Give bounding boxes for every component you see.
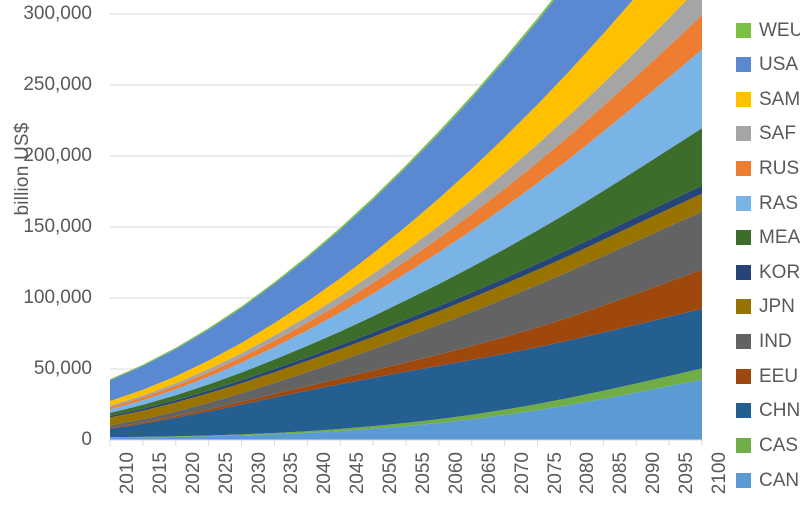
legend-swatch-icon xyxy=(736,403,751,419)
legend-item-saf[interactable]: SAF xyxy=(736,124,796,144)
y-axis-tick-labels: 300,000 250,000 200,000 150,000 100,000 50,00… xyxy=(0,0,92,507)
x-axis-tick-label: 2010 xyxy=(117,452,138,495)
plot-svg xyxy=(109,0,703,446)
legend-swatch-icon xyxy=(736,160,751,176)
legend-swatch-icon xyxy=(736,334,751,350)
x-axis-tick-label: 2025 xyxy=(215,452,237,495)
legend-item-usa[interactable]: USA xyxy=(736,55,798,75)
legend-swatch-icon xyxy=(736,22,751,38)
legend-swatch-icon xyxy=(736,195,751,211)
y-axis-tick-label: 200,000 xyxy=(23,145,92,166)
legend-item-cas[interactable]: CAS xyxy=(736,435,798,455)
legend-label: RUS xyxy=(759,157,800,179)
x-axis-tick-label: 2020 xyxy=(182,452,204,495)
legend-label: JPN xyxy=(759,296,795,318)
legend-label: CHN xyxy=(759,400,800,422)
y-axis-tick-label: 50,000 xyxy=(33,358,92,379)
x-axis-tick-label: 2090 xyxy=(643,452,665,495)
y-axis-tick-label: 150,000 xyxy=(23,216,92,237)
legend-label: SAF xyxy=(759,123,796,145)
legend-item-eeu[interactable]: EEU xyxy=(736,366,798,386)
legend-swatch-icon xyxy=(736,437,751,453)
x-axis-tick-label: 2100 xyxy=(709,452,730,495)
x-axis-tick-label: 2070 xyxy=(511,452,533,495)
legend-label: CAN xyxy=(759,469,800,491)
x-axis-tick-label: 2095 xyxy=(676,452,698,495)
legend-swatch-icon xyxy=(736,472,751,488)
legend-label: EEU xyxy=(759,365,799,387)
legend-label: KOR xyxy=(759,261,800,283)
legend-label: CAS xyxy=(759,434,799,456)
x-axis-tick-label: 2050 xyxy=(380,452,402,495)
area-band-usa xyxy=(110,0,633,401)
plot-area xyxy=(109,0,703,446)
x-axis-tick-label: 2030 xyxy=(248,452,270,495)
legend-label: MEA xyxy=(759,227,800,249)
legend-item-weu[interactable]: WEU xyxy=(736,20,800,40)
legend-item-jpn[interactable]: JPN xyxy=(736,297,795,317)
legend-swatch-icon xyxy=(736,57,751,73)
legend-label: IND xyxy=(759,331,792,353)
legend-item-chn[interactable]: CHN xyxy=(736,401,800,421)
area-band-cas xyxy=(110,368,702,438)
legend-label: RAS xyxy=(759,192,799,214)
legend-label: SAM xyxy=(759,88,800,110)
legend-item-mea[interactable]: MEA xyxy=(736,228,800,248)
x-axis-tick-label: 2035 xyxy=(281,452,303,495)
x-axis-tick-label: 2080 xyxy=(577,452,599,495)
y-axis-tick-label: 300,000 xyxy=(23,3,92,24)
x-axis-tick-label: 2065 xyxy=(478,452,500,495)
y-axis-tick-label: 100,000 xyxy=(23,287,92,308)
legend-item-rus[interactable]: RUS xyxy=(736,158,799,178)
legend-swatch-icon xyxy=(736,91,751,107)
x-axis-tick-label: 2075 xyxy=(544,452,566,495)
y-axis-tick-label: 250,000 xyxy=(23,74,92,95)
legend-item-ras[interactable]: RAS xyxy=(736,193,798,213)
x-axis-tick-labels: 2010 2015 2020 2025 2030 2035 2040 2045 2050 2055… xyxy=(110,440,730,507)
legend-swatch-icon xyxy=(736,368,751,384)
legend-swatch-icon xyxy=(736,230,751,246)
legend-label: WEU xyxy=(759,19,800,41)
x-axis-tick-label: 2060 xyxy=(445,452,467,495)
legend-item-can[interactable]: CAN xyxy=(736,470,799,490)
x-axis-tick-label: 2040 xyxy=(314,452,336,495)
area-band-can xyxy=(110,379,702,440)
legend-item-ind[interactable]: IND xyxy=(736,332,792,352)
chart-legend: WEU USA SAM SAF RUS RAS MEA KOR JPN IND EEU CHN CAS C… xyxy=(736,20,800,490)
legend-swatch-icon xyxy=(736,299,751,315)
x-axis-tick-label: 2055 xyxy=(413,452,434,495)
area-band-chn xyxy=(110,308,702,438)
legend-label: USA xyxy=(759,54,799,76)
y-axis-tick-label: 0 xyxy=(81,429,92,450)
legend-item-kor[interactable]: KOR xyxy=(736,262,800,282)
legend-swatch-icon xyxy=(736,264,751,280)
legend-swatch-icon xyxy=(736,126,751,142)
x-axis-tick-label: 2085 xyxy=(610,452,632,495)
area-band-sam xyxy=(110,0,687,406)
legend-item-sam[interactable]: SAM xyxy=(736,89,800,109)
x-axis-tick-label: 2015 xyxy=(149,452,171,495)
x-axis-tick-label: 2045 xyxy=(347,452,369,495)
